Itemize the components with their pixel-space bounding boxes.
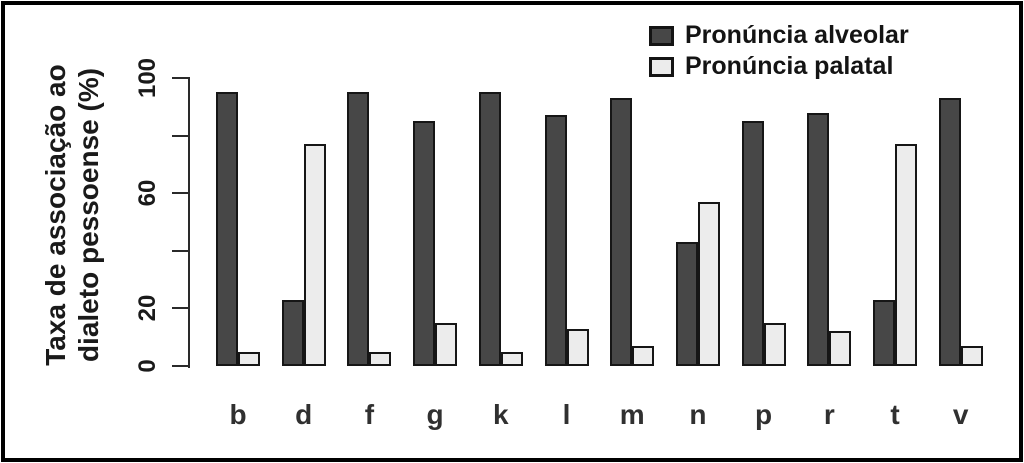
y-axis-title-line2: dialeto pessoense (%) xyxy=(73,67,104,363)
bar-palatal-k xyxy=(500,352,523,366)
legend-item-alveolar: Pronúncia alveolar xyxy=(649,20,909,51)
x-label-t: t xyxy=(890,399,900,430)
y-tick-20 xyxy=(172,307,189,310)
legend-item-palatal: Pronúncia palatal xyxy=(649,51,909,82)
legend-label-alveolar: Pronúncia alveolar xyxy=(685,21,909,49)
bar-alveolar-k xyxy=(478,92,501,366)
bar-alveolar-t xyxy=(873,300,895,366)
x-label-l: l xyxy=(562,399,571,430)
bar-alveolar-m xyxy=(610,98,633,366)
bar-alveolar-v xyxy=(938,98,961,366)
bar-alveolar-g xyxy=(413,121,436,366)
alveolar-swatch-icon xyxy=(649,25,674,46)
y-axis-title: Taxa de associação ao dialeto pessoense … xyxy=(39,64,105,365)
y-tick-0 xyxy=(172,365,189,367)
y-tick-100 xyxy=(172,77,189,79)
x-label-d: d xyxy=(295,399,313,430)
y-axis-line xyxy=(188,77,190,368)
bar-alveolar-l xyxy=(544,115,567,366)
x-label-p: p xyxy=(755,399,773,430)
palatal-swatch-icon xyxy=(649,56,674,77)
legend-label-palatal: Pronúncia palatal xyxy=(685,52,894,80)
x-label-n: n xyxy=(689,399,707,430)
bar-palatal-t xyxy=(895,144,917,366)
x-label-b: b xyxy=(229,399,247,430)
x-label-v: v xyxy=(952,399,969,430)
bar-palatal-g xyxy=(435,323,458,366)
y-tick-80 xyxy=(172,134,189,137)
y-tick-label-0: 0 xyxy=(134,359,161,373)
bar-palatal-f xyxy=(369,352,392,366)
x-label-m: m xyxy=(619,399,645,430)
x-label-g: g xyxy=(426,399,444,430)
bar-palatal-d xyxy=(303,144,326,366)
bar-palatal-n xyxy=(697,202,720,366)
bar-palatal-p xyxy=(763,323,786,366)
y-axis-title-line1: Taxa de associação ao xyxy=(40,64,71,366)
bar-palatal-l xyxy=(566,329,589,366)
legend: Pronúncia alveolar Pronúncia palatal xyxy=(649,20,909,82)
y-tick-label-100: 100 xyxy=(134,57,161,99)
y-tick-label-60: 60 xyxy=(134,179,161,207)
bar-alveolar-d xyxy=(281,300,304,366)
bar-alveolar-p xyxy=(741,121,764,366)
bar-palatal-r xyxy=(829,331,852,366)
bar-alveolar-r xyxy=(807,113,830,366)
y-tick-60 xyxy=(172,192,189,195)
bar-palatal-b xyxy=(238,352,260,366)
bar-alveolar-n xyxy=(675,242,698,366)
bar-alveolar-b xyxy=(216,92,238,366)
y-tick-40 xyxy=(172,249,189,252)
plot-area xyxy=(190,78,990,366)
bar-palatal-m xyxy=(632,346,655,366)
y-tick-label-20: 20 xyxy=(134,295,161,322)
bar-palatal-v xyxy=(960,346,983,366)
x-label-k: k xyxy=(493,399,509,430)
x-label-f: f xyxy=(364,399,375,430)
x-label-r: r xyxy=(823,399,835,430)
bar-alveolar-f xyxy=(347,92,370,366)
